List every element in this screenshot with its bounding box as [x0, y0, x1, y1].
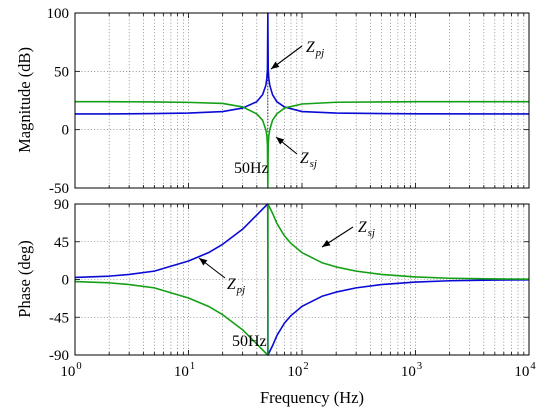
- y-tick-label: 50: [54, 64, 69, 80]
- annotation-label: Zsj: [300, 150, 317, 170]
- phase-y-axis-label: Phase (deg): [15, 240, 34, 317]
- series-line-1: [74, 203, 530, 356]
- annotation-label: Zpj: [306, 39, 324, 59]
- magnitude-frame: [74, 12, 530, 189]
- x-tick-label: 104: [514, 361, 536, 380]
- phase-frame: [74, 203, 530, 356]
- annotation-arrowhead: [322, 239, 331, 247]
- y-tick-label: -90: [49, 348, 69, 364]
- annotation-label: 50Hz: [234, 160, 269, 177]
- y-tick-label: 0: [62, 123, 70, 139]
- annotation-arrowhead: [199, 258, 208, 266]
- magnitude-y-tick-labels: -50 0 50 100: [47, 6, 70, 197]
- phase-y-tick-labels: -90 -45 0 45 90: [49, 197, 69, 364]
- annotation-label: 50Hz: [232, 333, 267, 350]
- x-tick-label: 100: [60, 361, 81, 380]
- phase-x-tick-labels: 100 101 102 103 104: [60, 361, 536, 380]
- phase-series: [74, 203, 530, 356]
- magnitude-annotations: Zpj Zsj 50Hz: [234, 39, 324, 177]
- magnitude-grid: [75, 13, 529, 188]
- x-tick-label: 103: [401, 361, 422, 380]
- x-tick-label: 102: [287, 361, 308, 380]
- annotation-arrowhead: [276, 137, 285, 145]
- annotation-arrowhead: [271, 61, 280, 69]
- annotation-label: Zsj: [358, 219, 375, 239]
- magnitude-y-axis-label: Magnitude (dB): [15, 47, 34, 153]
- magnitude-panel: -50 0 50 100 Magnitude (dB) Zpj Zsj 50Hz: [15, 6, 530, 197]
- series-line-0: [75, 12, 530, 115]
- phase-grid: [75, 204, 529, 355]
- y-tick-label: 90: [54, 197, 69, 213]
- series-line-0: [74, 203, 530, 356]
- x-axis-label: Frequency (Hz): [260, 388, 364, 407]
- y-tick-label: 0: [62, 273, 70, 289]
- annotation-label: Zpj: [227, 276, 245, 296]
- y-tick-label: 100: [47, 6, 70, 22]
- y-tick-label: -50: [49, 181, 69, 197]
- y-tick-label: 45: [54, 235, 69, 251]
- x-tick-label: 101: [174, 361, 195, 380]
- y-tick-label: -45: [49, 310, 69, 326]
